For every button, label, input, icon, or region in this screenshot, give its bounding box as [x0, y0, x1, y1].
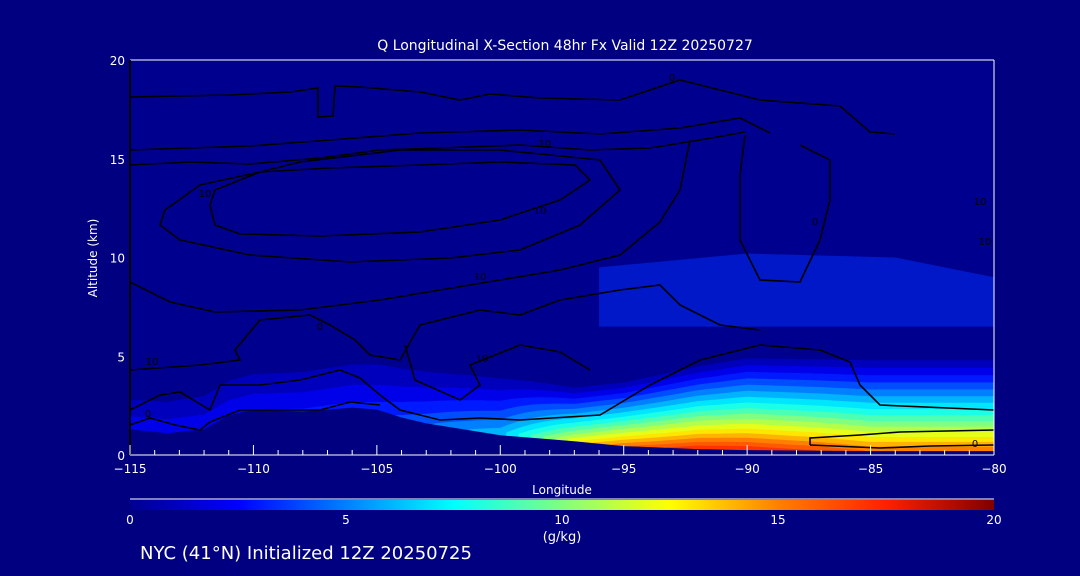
colorbar [130, 500, 994, 510]
contour-label: 10 [476, 354, 489, 365]
contour-line [130, 139, 691, 313]
contour-line [209, 161, 592, 237]
moisture-field [130, 60, 994, 455]
contour-line [130, 79, 896, 135]
colorbar-tick-label: 10 [554, 513, 569, 527]
contour-label: 10 [979, 237, 992, 248]
moisture-band [599, 253, 994, 327]
y-tick-label: 20 [110, 54, 125, 68]
contour-label: 0 [812, 217, 818, 228]
colorbar-tick-label: 15 [770, 513, 785, 527]
contour-line [130, 344, 994, 421]
contour-line [739, 134, 831, 283]
colorbar-tick-label: 20 [986, 513, 1001, 527]
contour-label: 0 [669, 73, 675, 84]
y-tick-label: 0 [117, 449, 125, 463]
contour-label: 10 [146, 357, 159, 368]
contour-label: 10 [974, 197, 987, 208]
contour-line [159, 149, 622, 263]
x-tick-label: −105 [360, 462, 393, 476]
terrain [130, 407, 994, 455]
contour-label: 10 [474, 272, 487, 283]
contour-line [130, 284, 761, 371]
init-caption: NYC (41°N) Initialized 12Z 20250725 [140, 543, 472, 564]
contour-line [404, 344, 591, 401]
contour-line [130, 131, 746, 166]
y-tick-label: 15 [110, 153, 125, 167]
contour-label: 0 [317, 322, 323, 333]
colorbar-tick-label: 0 [126, 513, 134, 527]
y-tick-label: 5 [117, 350, 125, 364]
contour-lines [130, 79, 994, 449]
contour-line [130, 401, 381, 431]
chart-title: Q Longitudinal X-Section 48hr Fx Valid 1… [377, 38, 753, 54]
contour-label: 10 [539, 139, 552, 150]
colorbar-tick-label: 5 [342, 513, 350, 527]
axes: −115 −110 −105 −100 −95 −90 −85 −80 0 5 10 15 20 [110, 54, 1007, 476]
x-tick-label: −115 [114, 462, 147, 476]
contour-label: 0 [972, 439, 978, 450]
colorbar-ticks: 0 5 10 15 20 [126, 513, 1001, 527]
x-tick-label: −90 [734, 462, 759, 476]
y-tick-label: 10 [110, 252, 125, 266]
x-axis-label: Longitude [532, 483, 592, 497]
contour-label: 10 [199, 189, 212, 200]
colorbar-units: (g/kg) [543, 530, 582, 545]
x-tick-label: −110 [237, 462, 270, 476]
y-axis-label: Altitude (km) [86, 219, 100, 298]
x-tick-label: −85 [858, 462, 883, 476]
x-tick-label: −80 [981, 462, 1006, 476]
contour-label: 0 [145, 409, 151, 420]
x-tick-label: −95 [611, 462, 636, 476]
contour-line [130, 117, 771, 151]
contour-line [809, 444, 994, 449]
x-tick-label: −100 [484, 462, 517, 476]
contour-line [809, 429, 994, 445]
contour-labels: 10 10 10 0 10 0 10 0 0 10 10 10 0 [145, 73, 992, 450]
contour-label: 10 [534, 206, 547, 217]
